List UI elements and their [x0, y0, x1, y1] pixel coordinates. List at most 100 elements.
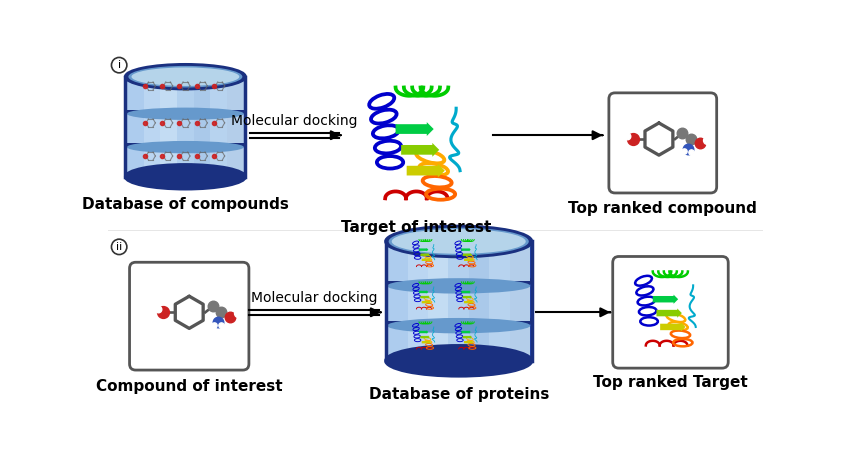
FancyArrow shape — [660, 323, 686, 332]
FancyArrow shape — [422, 300, 431, 304]
Bar — [127, 80, 144, 110]
Bar — [127, 147, 244, 177]
FancyArrow shape — [462, 330, 471, 334]
Bar — [161, 147, 177, 177]
Ellipse shape — [387, 278, 530, 294]
Text: Compound of interest: Compound of interest — [96, 379, 282, 394]
Bar — [387, 286, 407, 321]
Bar — [125, 77, 246, 177]
Ellipse shape — [127, 74, 244, 87]
FancyArrow shape — [462, 290, 471, 294]
Bar — [177, 80, 194, 110]
FancyArrow shape — [656, 308, 682, 318]
Bar — [194, 80, 211, 110]
Circle shape — [111, 58, 127, 73]
Ellipse shape — [128, 66, 242, 87]
Bar — [227, 80, 244, 110]
Bar — [469, 246, 490, 281]
Bar — [510, 286, 530, 321]
Bar — [211, 80, 227, 110]
Text: i: i — [117, 60, 121, 70]
Ellipse shape — [127, 108, 244, 120]
FancyArrow shape — [419, 330, 428, 334]
Text: Top ranked Target: Top ranked Target — [593, 376, 748, 390]
FancyArrow shape — [395, 122, 434, 136]
FancyArrow shape — [462, 253, 472, 256]
Text: Target of interest: Target of interest — [341, 220, 491, 235]
FancyArrow shape — [464, 300, 473, 304]
Bar — [177, 114, 194, 144]
Ellipse shape — [386, 306, 532, 337]
FancyArrow shape — [421, 253, 429, 256]
Bar — [428, 246, 449, 281]
Bar — [161, 114, 177, 144]
Text: Molecular docking: Molecular docking — [251, 291, 377, 304]
Bar — [428, 326, 449, 361]
FancyBboxPatch shape — [613, 256, 728, 368]
Bar — [127, 114, 144, 144]
Ellipse shape — [386, 226, 532, 257]
FancyArrow shape — [401, 143, 439, 157]
Bar — [127, 114, 244, 144]
Ellipse shape — [125, 64, 246, 89]
Text: Top ranked compound: Top ranked compound — [569, 201, 757, 216]
FancyArrow shape — [462, 248, 471, 251]
Bar — [407, 246, 428, 281]
Bar — [469, 326, 490, 361]
Bar — [177, 147, 194, 177]
FancyArrow shape — [422, 258, 431, 261]
Ellipse shape — [387, 318, 530, 333]
FancyArrow shape — [406, 164, 445, 178]
Ellipse shape — [386, 266, 532, 297]
Ellipse shape — [125, 98, 246, 122]
FancyArrow shape — [462, 335, 472, 339]
Bar — [428, 286, 449, 321]
Bar — [127, 147, 144, 177]
Bar — [144, 114, 161, 144]
FancyArrow shape — [462, 295, 472, 299]
Ellipse shape — [392, 229, 525, 254]
Bar — [161, 80, 177, 110]
FancyArrow shape — [419, 248, 428, 251]
FancyBboxPatch shape — [609, 93, 717, 193]
Ellipse shape — [127, 141, 244, 153]
Bar — [194, 147, 211, 177]
Bar — [449, 286, 469, 321]
Bar — [227, 147, 244, 177]
FancyArrow shape — [464, 341, 473, 344]
FancyArrow shape — [653, 294, 678, 304]
FancyArrow shape — [419, 290, 428, 294]
Bar — [490, 286, 510, 321]
Text: Database of proteins: Database of proteins — [369, 387, 549, 402]
Bar — [387, 326, 530, 361]
FancyArrow shape — [421, 335, 429, 339]
Ellipse shape — [386, 346, 532, 376]
Bar — [510, 326, 530, 361]
Bar — [407, 326, 428, 361]
Ellipse shape — [125, 164, 246, 189]
Ellipse shape — [386, 346, 532, 376]
Bar — [387, 246, 407, 281]
Bar — [510, 246, 530, 281]
Bar — [449, 246, 469, 281]
Bar — [211, 114, 227, 144]
Bar — [387, 286, 530, 321]
Bar — [387, 246, 530, 281]
Circle shape — [111, 239, 127, 255]
Bar — [490, 326, 510, 361]
Bar — [211, 147, 227, 177]
Bar — [469, 286, 490, 321]
Bar — [490, 246, 510, 281]
FancyArrow shape — [464, 258, 473, 261]
FancyBboxPatch shape — [129, 262, 249, 370]
Bar — [386, 241, 532, 361]
Text: ii: ii — [116, 242, 122, 252]
Ellipse shape — [125, 131, 246, 156]
Text: Database of compounds: Database of compounds — [82, 197, 289, 212]
FancyArrow shape — [422, 341, 431, 344]
Bar — [144, 147, 161, 177]
Ellipse shape — [388, 227, 529, 255]
FancyArrow shape — [421, 295, 429, 299]
Bar — [387, 326, 407, 361]
Ellipse shape — [125, 164, 246, 189]
